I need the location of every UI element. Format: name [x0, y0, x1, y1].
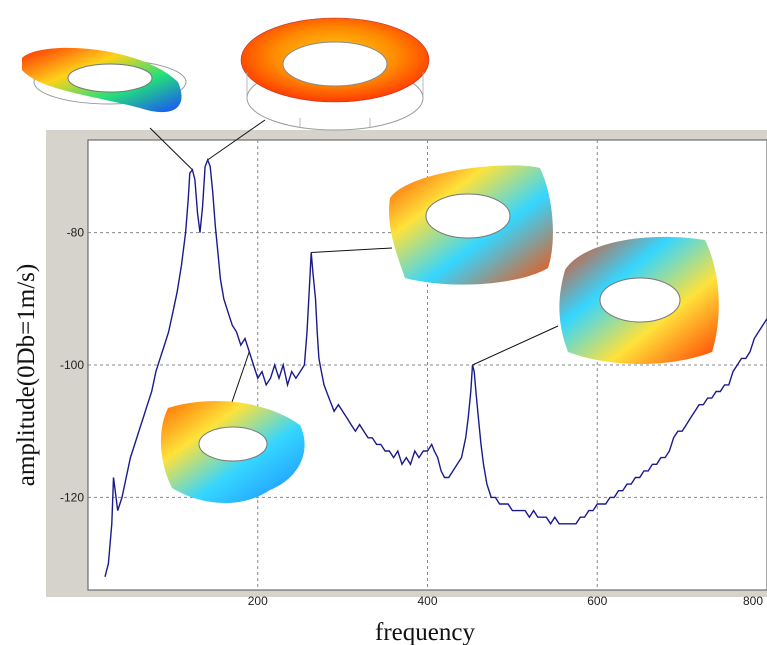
x-axis-title: frequency [375, 619, 475, 645]
mode-shape-2-icon [240, 17, 430, 131]
mode-shape-1-icon [22, 47, 187, 113]
mode-shape-2-leader [207, 119, 266, 161]
leader-lines [149, 119, 559, 403]
mode-shape-5-icon [559, 236, 719, 364]
x-tick-label: 400 [417, 594, 437, 608]
grid [88, 140, 767, 590]
series-line [104, 157, 767, 577]
x-tick-label: 200 [248, 594, 268, 608]
x-tick-label: 800 [743, 594, 763, 608]
mode-shape-3-leader [231, 351, 250, 403]
mode-shape-1-leader [149, 127, 193, 171]
series-layer [104, 157, 767, 577]
y-tick-label: -120 [60, 490, 84, 504]
y-tick-label: -100 [60, 358, 84, 372]
mode-shape-4-icon [389, 165, 553, 285]
y-tick-label: -80 [67, 226, 85, 240]
mode-shape-5-leader [472, 325, 559, 366]
y-axis-title: amplitude(0Db=1m/s) [13, 264, 40, 486]
x-tick-label: 600 [587, 594, 607, 608]
mode-shape-3-icon [160, 401, 305, 503]
tick-labels: 200 400 600 800 -80 -100 -120 [60, 226, 763, 608]
mode-shape-4-leader [311, 247, 393, 253]
